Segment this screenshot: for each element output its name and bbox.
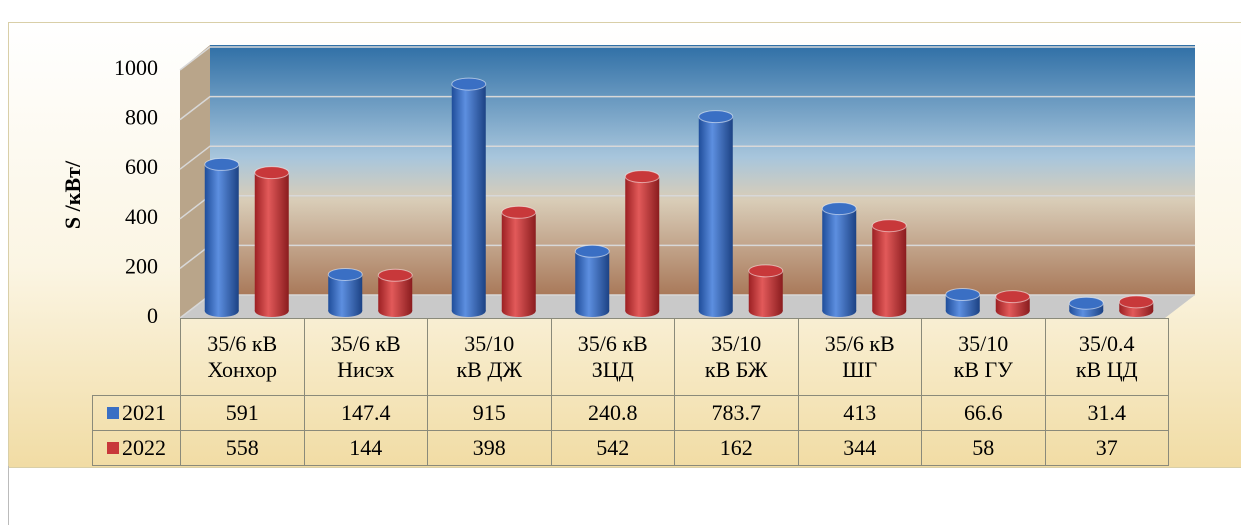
bar-top	[574, 244, 610, 258]
value-cell: 558	[180, 430, 305, 466]
bar-top	[995, 290, 1031, 304]
category-cell: 35/6 кВ Хонхор	[180, 318, 305, 396]
y-tick-label: 800	[125, 105, 158, 130]
category-cell: 35/10 кВ БЖ	[674, 318, 799, 396]
value-cell: 162	[674, 430, 799, 466]
value-cell: 591	[180, 395, 305, 431]
bar-bottom	[945, 305, 980, 317]
bar-top	[1118, 295, 1154, 309]
bar-bottom	[822, 305, 857, 317]
value-cell: 240.8	[550, 395, 675, 431]
value-cell: 58	[921, 430, 1046, 466]
bar	[254, 172, 289, 311]
bar-bottom	[378, 305, 413, 317]
bar-top	[327, 267, 363, 281]
value-cell: 413	[797, 395, 922, 431]
bar-top	[451, 77, 487, 91]
category-cell: 35/6 кВ Нисэх	[303, 318, 428, 396]
category-cell: 35/0.4 кВ ЦД	[1044, 318, 1169, 396]
bar-top	[945, 287, 981, 301]
y-tick-label: 400	[125, 204, 158, 229]
floor	[180, 295, 1195, 318]
bar	[625, 176, 660, 311]
bar-top	[254, 166, 290, 180]
y-tick-label: 1000	[114, 55, 158, 80]
bar-top	[1068, 296, 1104, 310]
bar-bottom	[872, 305, 907, 317]
bar	[451, 84, 486, 311]
y-tick-label: 0	[147, 303, 158, 328]
legend-swatch	[107, 442, 119, 454]
value-cell: 344	[797, 430, 922, 466]
category-cell: 35/6 кВ ЗЦД	[550, 318, 675, 396]
y-tick-label: 200	[125, 253, 158, 278]
category-cell: 35/10 кВ ГУ	[921, 318, 1046, 396]
category-cell: 35/6 кВ ШГ	[797, 318, 922, 396]
legend-cell: 2022	[92, 430, 181, 466]
value-cell: 147.4	[303, 395, 428, 431]
bar-top	[204, 157, 240, 171]
bar	[698, 116, 733, 312]
bar-top	[377, 268, 413, 282]
value-cell: 144	[303, 430, 428, 466]
value-cell: 66.6	[921, 395, 1046, 431]
bar-top	[821, 202, 857, 216]
bar-bottom	[698, 305, 733, 317]
bar-bottom	[1119, 305, 1154, 317]
legend-cell: 2021	[92, 395, 181, 431]
value-cell: 37	[1044, 430, 1169, 466]
grid-line	[179, 46, 1195, 71]
bar	[501, 212, 536, 311]
bar-top	[501, 205, 537, 219]
bar	[748, 270, 783, 311]
bar	[822, 208, 857, 311]
bar	[204, 164, 239, 311]
bar-bottom	[501, 305, 536, 317]
bar-top	[624, 170, 660, 184]
grid-line	[179, 145, 1195, 170]
bar-bottom	[328, 305, 363, 317]
category-cell: 35/10 кВ ДЖ	[427, 318, 552, 396]
y-axis-label: S /кВт/	[60, 160, 85, 229]
value-cell: 915	[427, 395, 552, 431]
value-cell: 398	[427, 430, 552, 466]
bar-bottom	[254, 305, 289, 317]
bar-bottom	[204, 305, 239, 317]
bar-top	[698, 110, 734, 124]
legend-label: 2021	[122, 400, 166, 425]
y-tick-label: 600	[125, 154, 158, 179]
bar	[575, 251, 610, 311]
value-cell: 542	[550, 430, 675, 466]
value-cell: 31.4	[1044, 395, 1169, 431]
bar	[872, 225, 907, 311]
bar-top	[871, 219, 907, 233]
grid-line	[179, 95, 1195, 121]
value-cell: 783.7	[674, 395, 799, 431]
bar-bottom	[451, 305, 486, 317]
bar-bottom	[748, 305, 783, 317]
bar-bottom	[625, 305, 660, 317]
frame-lower	[8, 466, 1241, 525]
legend-swatch	[107, 407, 119, 419]
bar-bottom	[575, 305, 610, 317]
bar-bottom	[995, 305, 1030, 317]
legend-label: 2022	[122, 435, 166, 460]
bar-top	[748, 264, 784, 278]
